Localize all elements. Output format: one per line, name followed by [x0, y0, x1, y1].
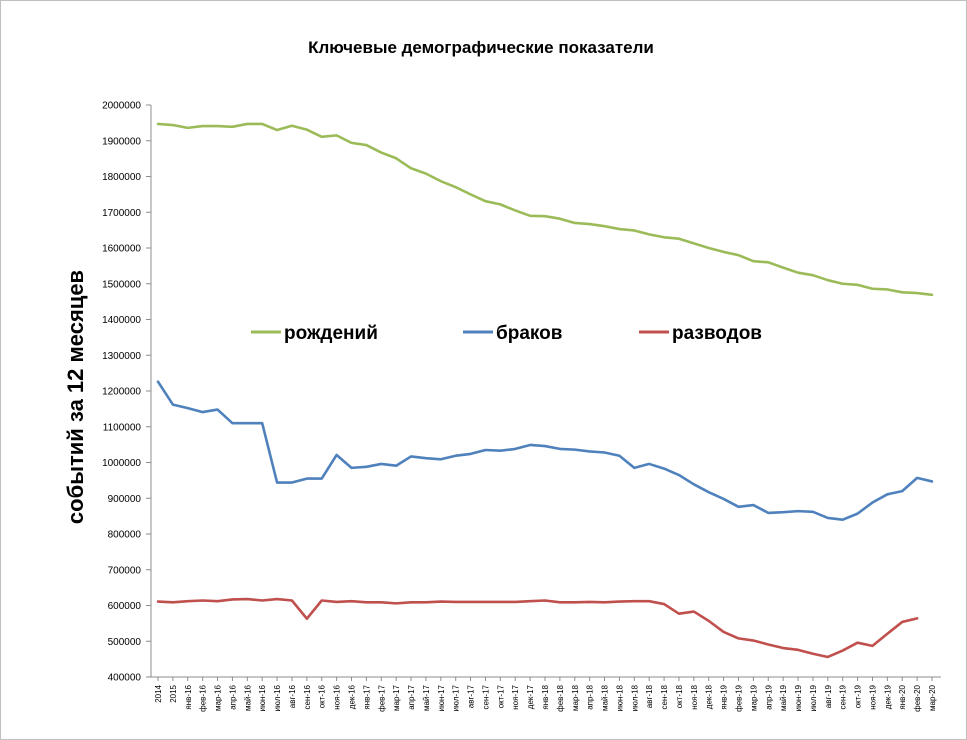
x-tick-label: ноя-16: [333, 684, 342, 709]
x-tick-label: июн-18: [615, 684, 624, 711]
x-tick-label: мар-17: [392, 684, 401, 711]
x-tick-label: июл-16: [273, 684, 282, 711]
x-tick-label: ноя-18: [690, 684, 699, 709]
y-tick-label: 1400000: [102, 315, 141, 326]
x-tick-label: мар-19: [749, 684, 758, 711]
x-tick-label: сен-18: [660, 684, 669, 709]
x-axis-ticks: 2014 2015 янв-16 фев-16 мар-16 апр-16 май-16 ию…: [154, 677, 937, 712]
x-tick-label: апр-17: [407, 684, 416, 709]
x-tick-label: окт-19: [854, 684, 863, 708]
x-tick-label: мар-18: [571, 684, 580, 711]
x-tick-label: июн-17: [437, 684, 446, 711]
x-tick-label: фев-20: [913, 684, 922, 711]
x-tick-label: авг-17: [467, 684, 476, 708]
x-tick-label: сен-19: [839, 684, 848, 709]
x-tick-label: янв-16: [184, 684, 193, 709]
x-tick-label: авг-18: [645, 684, 654, 708]
legend-label-1: рождений: [284, 323, 378, 344]
x-tick-label: янв-20: [898, 684, 907, 709]
y-tick-label: 1000000: [102, 458, 141, 469]
x-tick-label: июн-16: [258, 684, 267, 711]
x-tick-label: окт-16: [318, 684, 327, 708]
y-tick-label: 1100000: [103, 422, 142, 433]
x-tick-label: июл-19: [809, 684, 818, 711]
x-tick-label: ноя-19: [868, 684, 877, 709]
y-tick-label: 600000: [108, 601, 142, 612]
y-tick-label: 400000: [108, 673, 142, 684]
legend: рождений браков разводов: [251, 323, 762, 344]
y-axis-ticks: 400000 500000 600000 700000 800000 900000 1000…: [102, 101, 151, 684]
x-tick-label: июл-18: [630, 684, 639, 711]
y-tick-label: 2000000: [102, 101, 141, 112]
legend-label-3: разводов: [672, 323, 762, 344]
x-tick-label: сен-17: [481, 684, 490, 709]
x-tick-label: фев-19: [735, 684, 744, 711]
x-tick-label: ноя-17: [511, 684, 520, 709]
legend-label-2: браков: [496, 323, 562, 344]
x-tick-label: дек-17: [526, 684, 535, 709]
y-axis-label: событий за 12 месяцев: [63, 270, 88, 524]
chart-title: Ключевые демографические показатели: [308, 38, 654, 57]
y-tick-label: 1300000: [102, 351, 141, 362]
x-tick-label: дек-16: [348, 684, 357, 709]
series-lines: [156, 122, 934, 659]
y-tick-label: 1500000: [102, 279, 141, 290]
x-tick-label: фев-16: [199, 684, 208, 711]
y-tick-label: 1200000: [102, 387, 141, 398]
x-tick-label: мар-16: [214, 684, 223, 711]
x-tick-label: фев-17: [377, 684, 386, 711]
y-tick-label: 1900000: [102, 136, 141, 147]
x-tick-label: июн-19: [794, 684, 803, 711]
y-tick-label: 1700000: [102, 208, 141, 219]
y-tick-label: 900000: [108, 494, 142, 505]
y-tick-label: 1800000: [102, 172, 141, 183]
x-tick-label: 2014: [154, 684, 163, 702]
y-tick-label: 1600000: [102, 244, 141, 255]
y-tick-label: 500000: [108, 637, 142, 648]
y-tick-label: 800000: [108, 530, 142, 541]
x-tick-label: май-16: [243, 684, 252, 711]
x-tick-label: сен-16: [303, 684, 312, 709]
series-line-3: [156, 597, 919, 659]
x-tick-label: 2015: [169, 684, 178, 702]
x-tick-label: янв-17: [362, 684, 371, 709]
x-tick-label: апр-18: [586, 684, 595, 709]
x-tick-label: фев-18: [556, 684, 565, 711]
axes: [150, 105, 941, 678]
x-tick-label: авг-16: [288, 684, 297, 708]
x-tick-label: янв-19: [720, 684, 729, 709]
x-tick-label: апр-16: [228, 684, 237, 709]
x-tick-label: апр-19: [764, 684, 773, 709]
x-tick-label: май-17: [422, 684, 431, 711]
series-line-2: [156, 380, 934, 521]
x-tick-label: мар-20: [928, 684, 937, 711]
x-tick-label: май-19: [779, 684, 788, 711]
x-tick-label: янв-18: [541, 684, 550, 709]
x-tick-label: окт-17: [496, 684, 505, 708]
x-tick-label: окт-18: [675, 684, 684, 708]
x-tick-label: дек-18: [705, 684, 714, 709]
x-tick-label: июл-17: [452, 684, 461, 711]
x-tick-label: дек-19: [883, 684, 892, 709]
series-line-1: [156, 122, 934, 297]
x-tick-label: май-18: [601, 684, 610, 711]
x-tick-label: авг-19: [824, 684, 833, 708]
y-tick-label: 700000: [108, 565, 142, 576]
